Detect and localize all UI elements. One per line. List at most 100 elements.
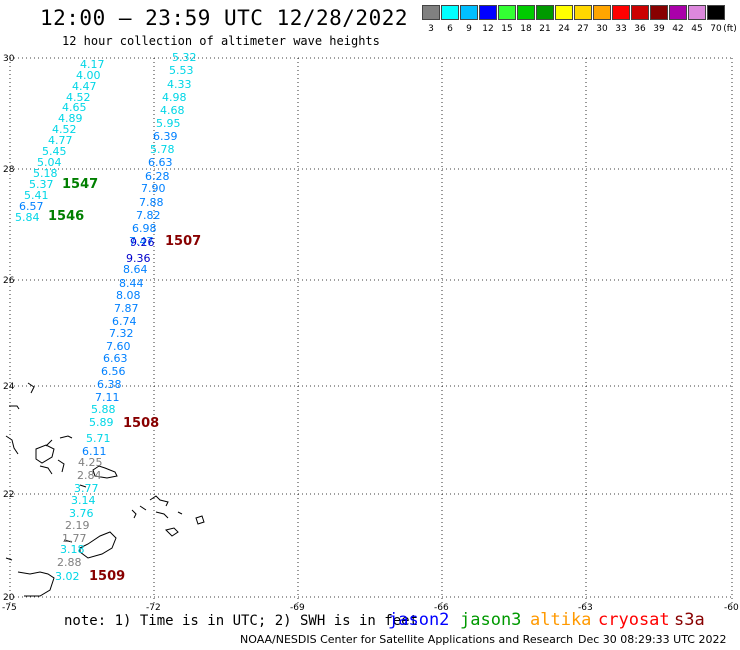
wave-height-label: 2.88 [57, 556, 82, 569]
wave-height-label: 9.36 [126, 252, 151, 265]
legend-label: 3 [428, 24, 434, 34]
wave-height-label: 5.53 [169, 64, 194, 77]
legend-swatch [650, 5, 668, 20]
wave-height-label: 8.64 [123, 263, 148, 276]
wave-height-label: 1.77 [62, 532, 87, 545]
wave-height-label: 6.63 [103, 352, 128, 365]
legend-label: 6 [447, 24, 453, 34]
legend-label: 70 [710, 24, 722, 34]
coast-shape [5, 435, 19, 455]
wave-height-label: 3.76 [69, 507, 94, 520]
pass-number-label: 1509 [89, 569, 125, 584]
wave-height-label: 6.57 [19, 200, 44, 213]
legend-label: 15 [501, 24, 513, 34]
wave-height-label: 7.47 [129, 235, 154, 248]
legend-swatch [498, 5, 516, 20]
wave-height-label: 5.84 [15, 211, 40, 224]
legend-label: 21 [539, 24, 551, 34]
coast-shape [79, 484, 87, 488]
footer-credit: NOAA/NESDIS Center for Satellite Applica… [240, 633, 574, 646]
lon-tick-label: -60 [724, 603, 739, 613]
satellite-altika-label: altika [530, 610, 592, 630]
wave-height-label: 6.56 [101, 365, 126, 378]
wave-height-labels: 4.174.004.474.524.654.894.524.775.455.04… [15, 51, 201, 584]
legend-label: 36 [634, 24, 646, 34]
wave-height-label: 5.71 [86, 432, 111, 445]
wave-height-label: 5.04 [37, 156, 62, 169]
legend-label: 30 [596, 24, 608, 34]
wave-height-label: 5.78 [150, 143, 175, 156]
legend-swatch [593, 5, 611, 20]
wave-height-label: 3.18 [60, 543, 85, 556]
wave-height-label: 3.77 [74, 482, 99, 495]
coast-shape [155, 511, 169, 519]
legend-swatch [612, 5, 630, 20]
lon-tick-label: -66 [434, 603, 449, 613]
legend-swatch [688, 5, 706, 20]
coast-shape [195, 515, 205, 525]
coast-shape [131, 509, 137, 519]
lon-tick-label: -63 [578, 603, 593, 613]
legend-label: 42 [672, 24, 684, 34]
legend-swatch [707, 5, 725, 20]
legend-swatch [631, 5, 649, 20]
legend-swatch [669, 5, 687, 20]
coast-shape [17, 571, 55, 597]
coast-shape [59, 435, 73, 439]
wave-height-label: 5.89 [89, 416, 114, 429]
coastline [5, 382, 205, 597]
wave-height-label: 4.47 [72, 80, 97, 93]
legend-label: 45 [691, 24, 703, 34]
wave-height-label: 5.37 [29, 178, 54, 191]
lat-tick-label: 22 [3, 490, 14, 500]
page-subtitle: 12 hour collection of altimeter wave hei… [62, 34, 380, 48]
wave-height-label: 4.33 [167, 78, 192, 91]
pass-number-label: 1508 [123, 416, 159, 431]
legend-swatch [555, 5, 573, 20]
page-title: 12:00 – 23:59 UTC 12/28/2022 [40, 6, 409, 30]
lat-tick-label: 26 [3, 276, 15, 286]
wave-height-label: 4.98 [162, 91, 187, 104]
legend-label: 12 [482, 24, 494, 34]
wave-height-label: 4.68 [160, 104, 185, 117]
wave-height-label: 6.63 [148, 156, 173, 169]
pass-number-label: 1546 [48, 209, 84, 224]
coast-shape [149, 495, 169, 507]
legend-label: 18 [520, 24, 532, 34]
wave-height-label: 5.18 [33, 167, 58, 180]
coast-shape [27, 382, 35, 394]
coast-shape [92, 465, 118, 479]
wave-height-label: 6.28 [145, 170, 170, 183]
wave-height-label: 6.38 [97, 378, 122, 391]
map-grid: 30 28 26 24 22 20-75 -72 -69 -66 -63 -60 [2, 54, 739, 613]
lat-tick-label: 24 [3, 382, 15, 392]
wave-height-label: 3.02 [55, 570, 80, 583]
satellite-cryosat-label: cryosat [598, 610, 670, 630]
wave-height-label: 7.60 [106, 340, 131, 353]
satellite-jason2-label: jason2 [388, 610, 450, 630]
wave-height-label: 7.88 [139, 196, 164, 209]
coast-shape [45, 439, 53, 447]
legend-unit: (ft) [723, 24, 737, 34]
legend-swatch [441, 5, 459, 20]
footer-timestamp: Dec 30 08:29:33 UTC 2022 [578, 633, 727, 646]
wave-height-label: 7.90 [141, 182, 166, 195]
lon-tick-label: -69 [290, 603, 305, 613]
wave-height-label: 4.00 [76, 69, 101, 82]
legend-label: 24 [558, 24, 570, 34]
lat-tick-label: 30 [3, 54, 15, 64]
wave-height-label: 7.11 [95, 391, 120, 404]
wave-height-label: 9.26 [130, 236, 155, 249]
wave-height-label: 5.88 [91, 403, 116, 416]
coast-shape [5, 557, 13, 561]
wave-height-label: 6.39 [153, 130, 178, 143]
legend-swatch [460, 5, 478, 20]
legend-swatch [536, 5, 554, 20]
wave-height-label: 7.87 [114, 302, 139, 315]
wave-height-label: 4.65 [62, 101, 87, 114]
legend-label: 33 [615, 24, 627, 34]
wave-height-label: 5.95 [156, 117, 181, 130]
satellite-jason3-label: jason3 [460, 610, 522, 630]
coast-shape [177, 511, 183, 515]
legend-swatch [422, 5, 440, 20]
